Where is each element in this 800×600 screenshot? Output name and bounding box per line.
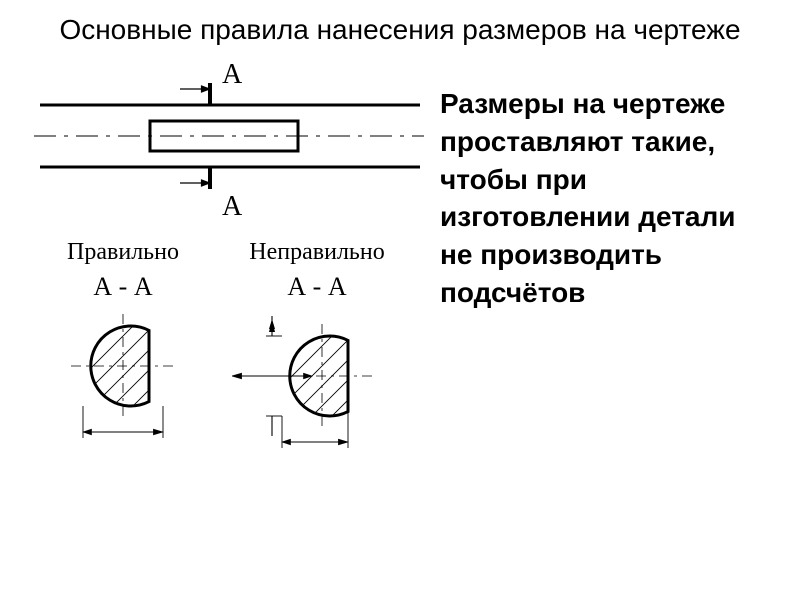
incorrect-aa-label: А - А [287,272,346,302]
section-letter-top: А [222,59,243,90]
incorrect-label: Неправильно [249,239,384,266]
text-column: Размеры на чертеже проставляют такие, чт… [430,55,770,565]
section-incorrect-svg [232,306,402,466]
content-area: А А Правильно А - А [0,55,800,565]
sections-row: Правильно А - А [38,239,430,466]
section-incorrect: Неправильно А - А [232,239,402,466]
section-letter-bottom: А [222,191,243,222]
correct-aa-label: А - А [93,272,152,302]
page-title: Основные правила нанесения размеров на ч… [0,0,800,55]
diagram-column: А А Правильно А - А [0,55,430,565]
body-text: Размеры на чертеже проставляют такие, чт… [440,85,760,312]
correct-label: Правильно [67,239,179,266]
section-correct-svg [43,306,203,456]
section-correct: Правильно А - А [38,239,208,466]
top-view-diagram: А А [20,55,430,235]
